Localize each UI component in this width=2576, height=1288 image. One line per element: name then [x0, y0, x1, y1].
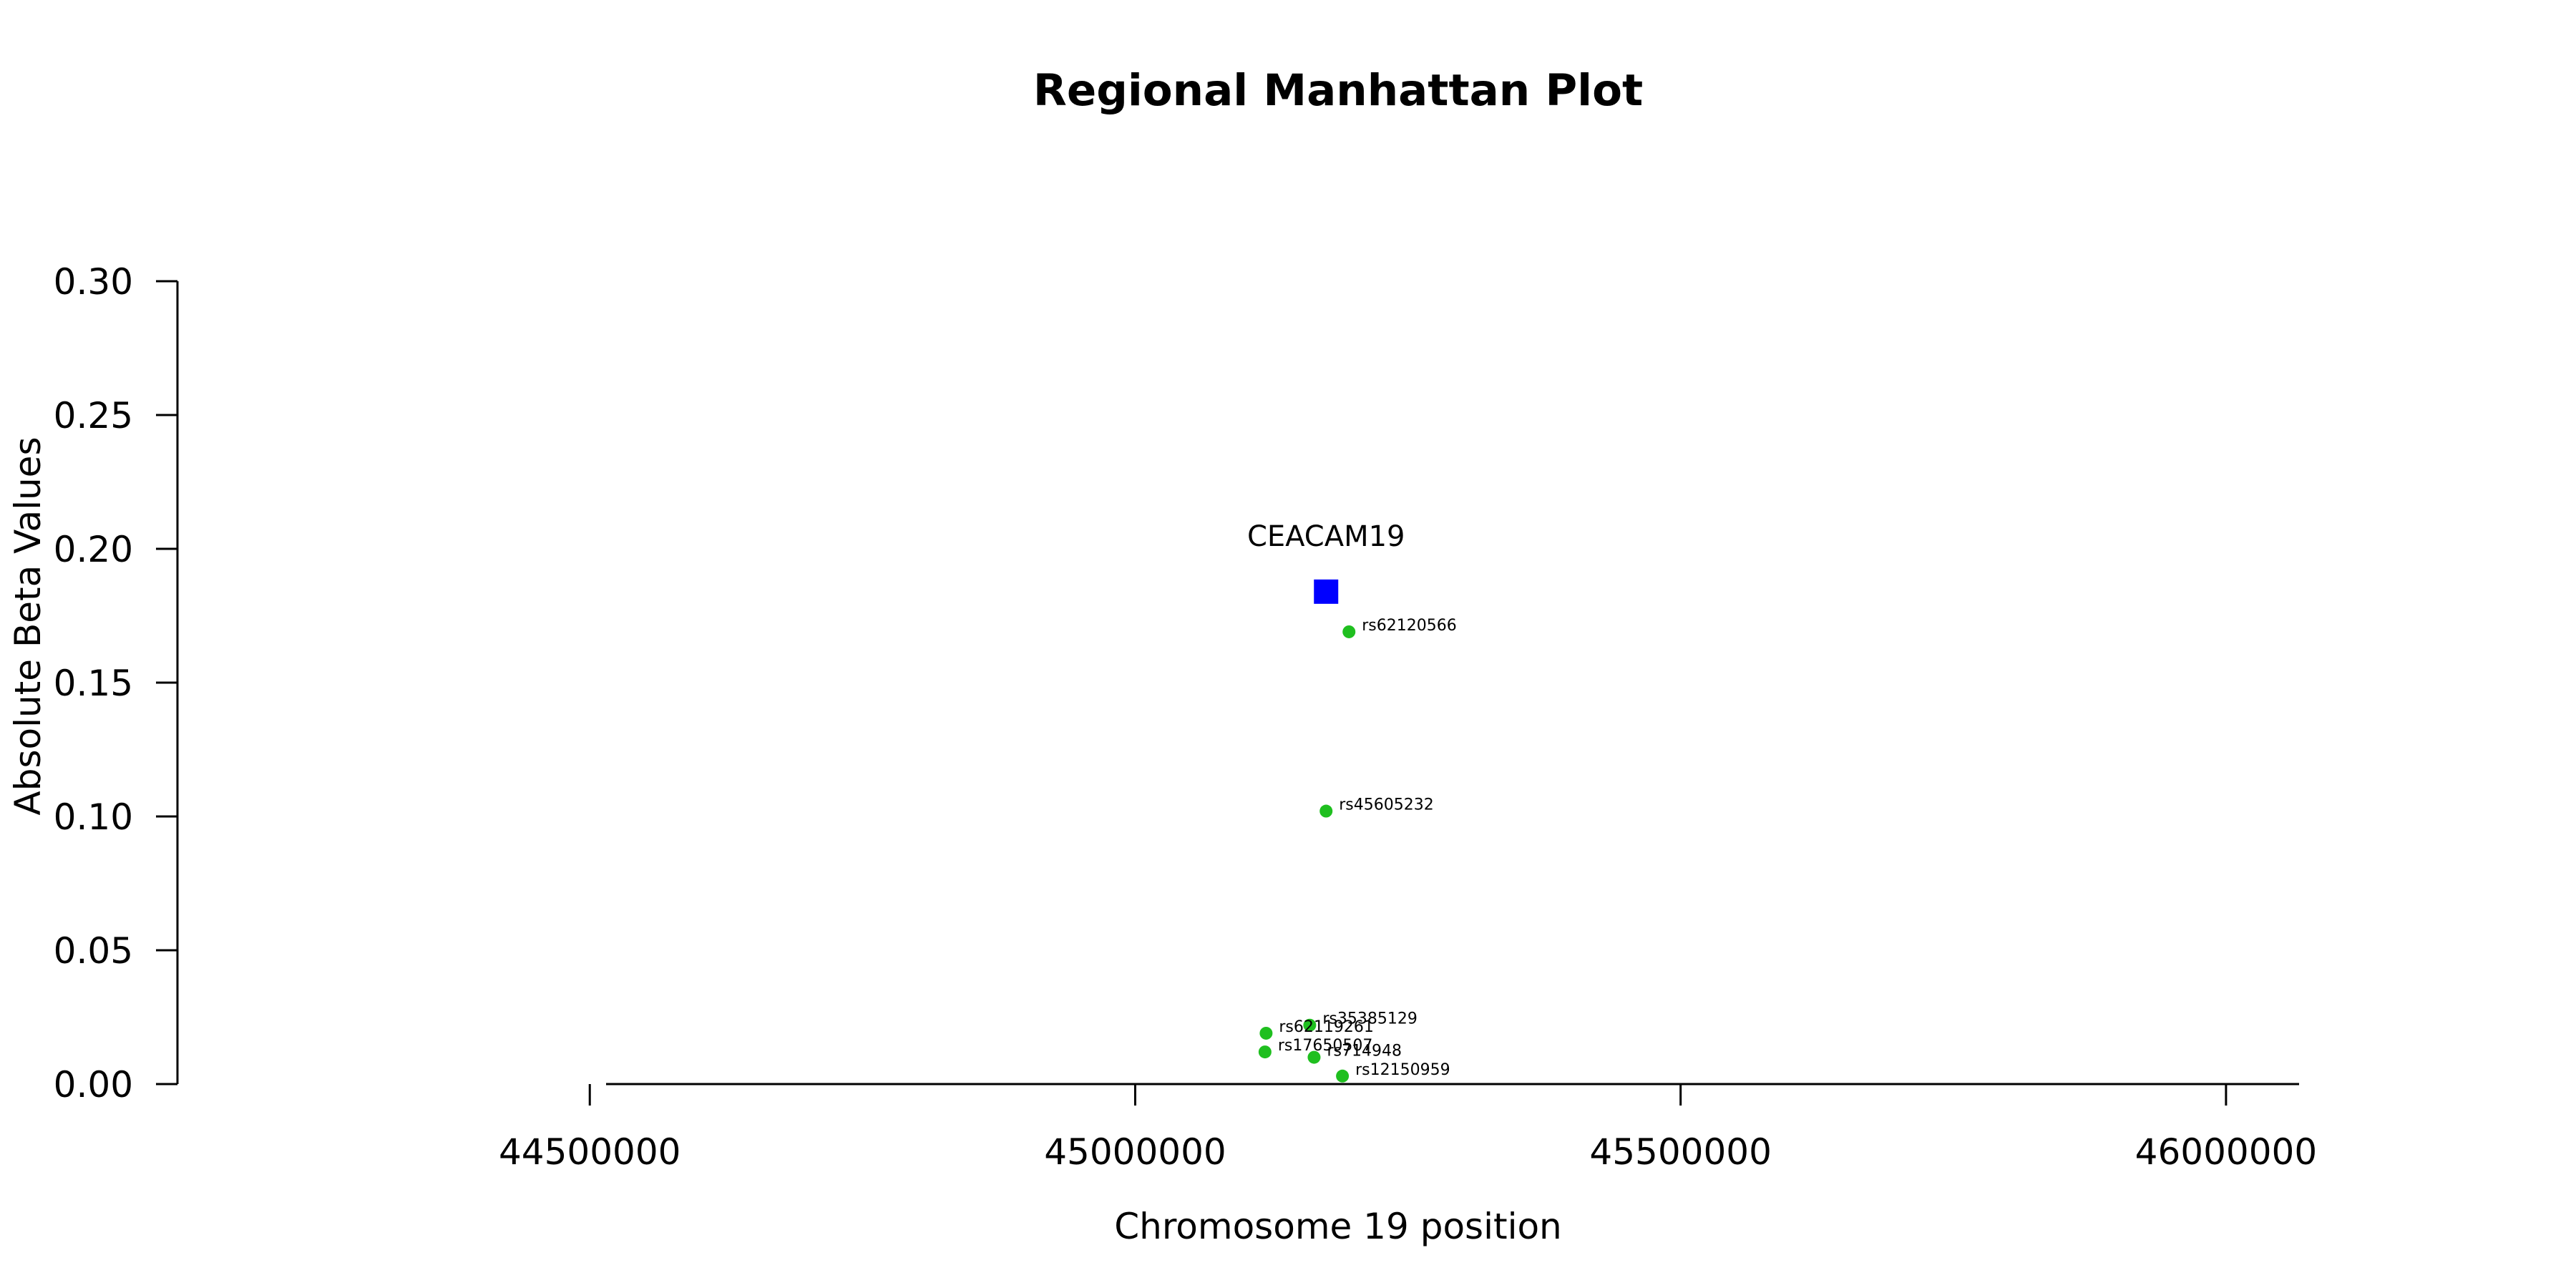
x-tick-label: 45000000 [1044, 1131, 1226, 1173]
snp-label: rs45605232 [1339, 796, 1433, 814]
y-axis: 0.00 0.05 0.10 0.15 0.20 0.25 0.30 [54, 261, 179, 1106]
data-points: CEACAM19rs62120566rs45605232rs35385129rs… [1247, 520, 1457, 1083]
chart-title: Regional Manhattan Plot [1033, 65, 1643, 116]
snp-label: rs714948 [1327, 1043, 1402, 1060]
snp-label: rs62120566 [1362, 617, 1456, 635]
y-tick-label: 0.05 [54, 930, 133, 972]
y-tick-label: 0.10 [54, 796, 133, 838]
snp-label: rs17650507 [1278, 1037, 1372, 1055]
gene-label: CEACAM19 [1247, 520, 1405, 553]
y-tick-label: 0.15 [54, 663, 133, 704]
snp-label: rs62119261 [1279, 1018, 1373, 1036]
y-tick-label: 0.00 [54, 1064, 133, 1106]
x-axis-label: Chromosome 19 position [1114, 1206, 1562, 1247]
x-tick-label: 44500000 [499, 1131, 681, 1173]
x-tick-label: 45500000 [1589, 1131, 1772, 1173]
y-tick-label: 0.20 [54, 529, 133, 570]
x-axis: 44500000 45000000 45500000 46000000 [499, 1083, 2318, 1173]
gene-marker [1314, 579, 1339, 604]
snp-point [1258, 1045, 1272, 1059]
snp-point [1307, 1050, 1321, 1064]
x-tick-label: 46000000 [2135, 1131, 2318, 1173]
snp-point [1303, 1018, 1317, 1032]
snp-label: rs12150959 [1355, 1061, 1450, 1079]
y-tick-label: 0.30 [54, 261, 133, 303]
y-tick-label: 0.25 [54, 395, 133, 436]
snp-point [1342, 625, 1356, 638]
snp-point [1336, 1069, 1350, 1083]
snp-label: rs35385129 [1322, 1010, 1417, 1028]
snp-point [1319, 804, 1333, 818]
y-axis-label: Absolute Beta Values [7, 437, 49, 816]
snp-point [1259, 1026, 1273, 1040]
